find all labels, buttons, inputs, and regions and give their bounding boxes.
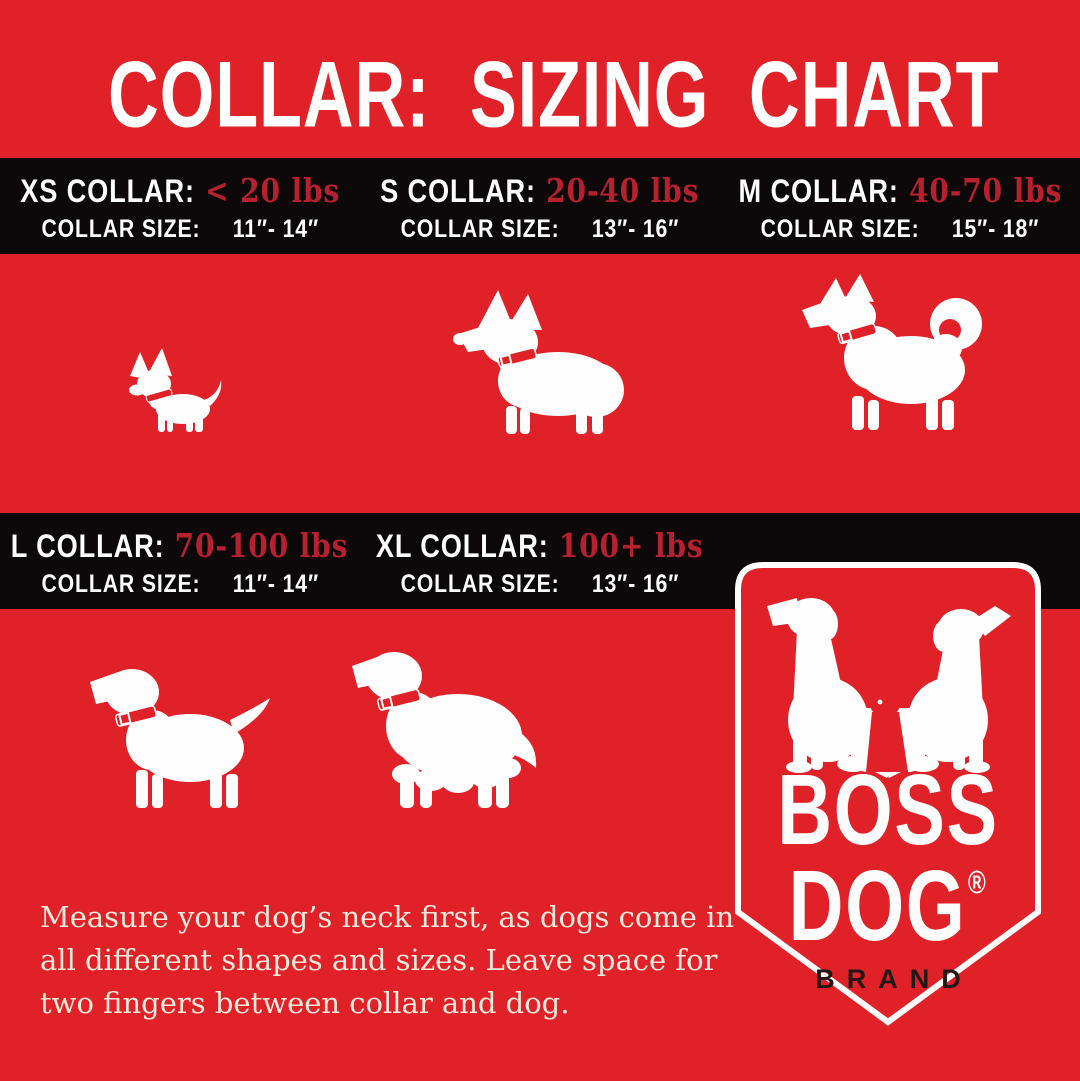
xl-collar-band [377,688,421,711]
xs-weight-value: < 20 lbs [204,170,340,210]
m-collar-label: M COLLAR: [738,172,899,209]
registered-trademark-mark: ® [967,864,988,900]
l-size-line: COLLAR SIZE: 11″- 14″ [41,570,318,599]
xs-collar-label: XS COLLAR: [20,172,195,209]
boss-dog-brand-badge: BOSS DOG ® BRAND [733,560,1043,1030]
xl-weight-value: 100+ lbs [559,525,704,565]
xl-collar-size-value: 13″- 16″ [591,569,680,598]
l-collar-label: L COLLAR: [11,527,165,564]
m-collar-size-label: COLLAR SIZE: [760,214,920,243]
sizing-bar-bottom: L COLLAR: 70-100 lbs COLLAR SIZE: 11″- 1… [0,513,1080,609]
xs-collar-band [145,388,173,403]
logo-word-dog: DOG ® [770,856,1006,956]
s-collar-size-value: 13″- 16″ [591,214,680,243]
logo-word-dog-text: DOG [788,850,967,962]
size-cell-xs: XS COLLAR: < 20 lbs COLLAR SIZE: 11″- 14… [0,158,360,254]
sizing-bar-top: XS COLLAR: < 20 lbs COLLAR SIZE: 11″- 14… [0,158,1080,254]
xl-size-line: COLLAR SIZE: 13″- 16″ [401,570,680,599]
m-collar-size-value: 15″- 18″ [951,214,1040,243]
s-weight-line: S COLLAR: 20-40 lbs [380,171,699,210]
xs-weight-line: XS COLLAR: < 20 lbs [20,171,340,210]
logo-word-brand: BRAND [815,964,973,994]
husky-silhouette-icon [802,274,982,430]
size-cell-xl: XL COLLAR: 100+ lbs COLLAR SIZE: 13″- 16… [360,513,720,609]
size-cell-m: M COLLAR: 40-70 lbs COLLAR SIZE: 15″- 18… [720,158,1080,254]
s-collar-band [497,347,538,368]
logo-word-boss: BOSS [777,754,999,866]
m-weight-line: M COLLAR: 40-70 lbs [738,171,1062,210]
l-weight-line: L COLLAR: 70-100 lbs [11,526,348,565]
badge-chihuahua-silhouette [861,670,908,772]
chihuahua-silhouette-icon [129,348,222,432]
xl-weight-line: XL COLLAR: 100+ lbs [376,526,704,565]
s-collar-label: S COLLAR: [380,172,537,209]
m-collar-band [837,322,877,345]
size-cell-l: L COLLAR: 70-100 lbs COLLAR SIZE: 11″- 1… [0,513,360,609]
xs-collar-size-label: COLLAR SIZE: [41,214,201,243]
page-title: COLLAR: SIZING CHART [108,41,1000,147]
s-collar-size-label: COLLAR SIZE: [400,214,560,243]
xs-collar-size-value: 11″- 14″ [232,214,319,243]
corgi-silhouette-icon [453,290,624,434]
xl-collar-label: XL COLLAR: [376,527,549,564]
l-collar-band [115,705,157,727]
l-collar-size-label: COLLAR SIZE: [41,569,201,598]
xs-size-line: COLLAR SIZE: 11″- 14″ [41,215,318,244]
s-size-line: COLLAR SIZE: 13″- 16″ [401,215,680,244]
size-cell-s: S COLLAR: 20-40 lbs COLLAR SIZE: 13″- 16… [360,158,720,254]
l-collar-size-value: 11″- 14″ [232,569,319,598]
measurement-note: Measure your dog’s neck first, as dogs c… [40,900,735,1020]
newfoundland-silhouette-icon [352,652,537,808]
two-dogs-and-chihuahua-badge-icon [735,562,1041,1026]
s-weight-value: 20-40 lbs [546,170,700,210]
l-weight-value: 70-100 lbs [175,525,349,565]
xl-collar-size-label: COLLAR SIZE: [400,569,560,598]
m-weight-value: 40-70 lbs [908,170,1062,210]
m-size-line: COLLAR SIZE: 15″- 18″ [761,215,1040,244]
labrador-silhouette-icon [90,669,270,808]
